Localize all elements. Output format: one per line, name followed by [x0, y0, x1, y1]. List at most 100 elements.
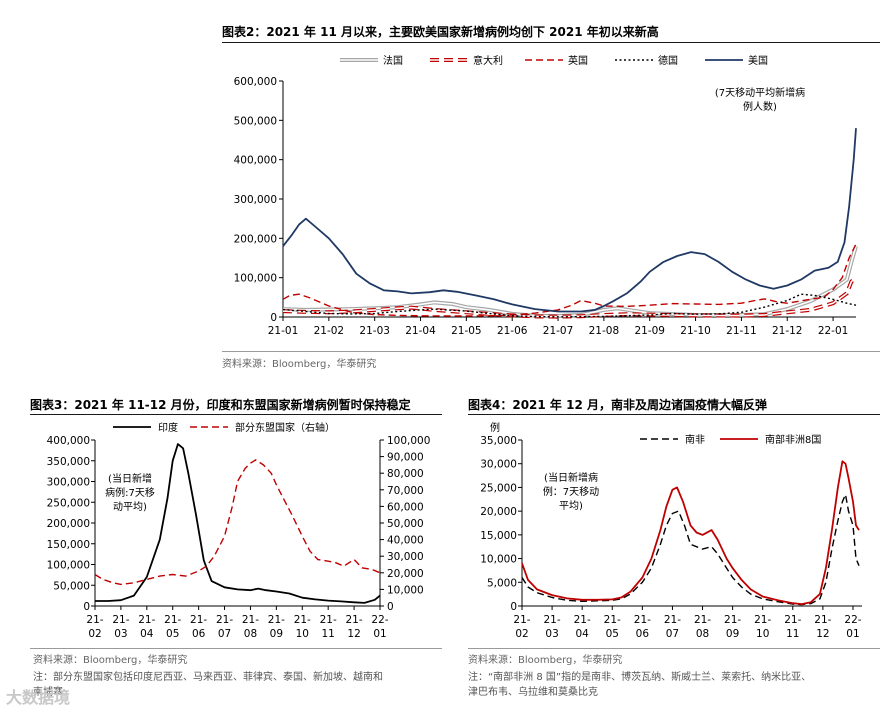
- fig3-left-tick-label: 250,000: [47, 497, 90, 509]
- fig2-series-4: [282, 293, 857, 318]
- fig2-y-tick-label: 500,000: [234, 115, 277, 127]
- fig3-x-tick-label-top: 22-: [371, 614, 388, 626]
- fig3-right-tick-label: 90,000: [387, 452, 424, 464]
- fig4-x-tick-label-top: 22-: [844, 614, 861, 626]
- fig2-x-tick-label: 21-10: [680, 325, 711, 337]
- fig3-x-tick-label-top: 21-: [268, 614, 285, 626]
- fig3-source: 资料来源：Bloomberg，华泰研究: [33, 655, 188, 666]
- fig4-note-cont: 津巴布韦、乌拉维和莫桑比克: [468, 687, 598, 698]
- fig3-x-tick-label-top: 21-: [216, 614, 233, 626]
- fig3-x-tick-label-bottom: 12: [347, 628, 360, 640]
- fig2-legend-label-1: 法国: [383, 54, 403, 67]
- fig4-x-tick-label-bottom: 04: [575, 628, 589, 640]
- fig3-left-tick-label: 50,000: [53, 580, 90, 592]
- fig3-note-cont: 柬埔寨: [33, 687, 63, 698]
- fig4-x-tick-label-bottom: 07: [666, 628, 679, 640]
- fig4-annotation-line: 平均): [559, 500, 583, 512]
- fig2-legend-label-4: 德国: [658, 54, 678, 67]
- fig3-x-tick-label-bottom: 10: [296, 628, 309, 640]
- fig3-top-rule: [30, 414, 442, 415]
- fig2-top-rule: [222, 42, 880, 43]
- fig3-x-tick-label-bottom: 05: [166, 628, 179, 640]
- fig4-x-tick-label-bottom: 12: [816, 628, 829, 640]
- fig2-series-5: [282, 128, 857, 313]
- fig3-x-tick-label-top: 21-: [190, 614, 207, 626]
- fig3-annotation-line: (当日新增: [108, 472, 152, 485]
- fig3-bottom-rule: [30, 648, 442, 649]
- fig3-annotation-line: 病例:7天移: [105, 486, 155, 499]
- fig3-x-tick-label-top: 21-: [112, 614, 129, 626]
- fig3-series-1: [95, 443, 381, 604]
- fig4-y-tick-label: 35,000: [480, 435, 517, 447]
- fig4-x-tick-label-top: 21-: [634, 614, 651, 626]
- fig3-right-tick-label: 60,000: [387, 501, 424, 513]
- fig3-right-tick-label: 50,000: [387, 518, 424, 530]
- fig3-right-tick-label: 70,000: [387, 485, 424, 497]
- fig3-left-tick-label: 400,000: [47, 435, 90, 447]
- fig2-y-tick-label: 600,000: [234, 76, 277, 88]
- fig4-x-tick-label-top: 21-: [814, 614, 831, 626]
- fig3-x-tick-label-top: 21-: [294, 614, 311, 626]
- fig4-x-tick-label-bottom: 08: [696, 628, 709, 640]
- fig2-x-tick-label: 21-09: [634, 325, 665, 337]
- fig4-legend-label-1: 南非: [685, 433, 705, 446]
- fig4-x-tick-label-top: 21-: [544, 614, 561, 626]
- fig4-annotation-line: (当日新增病: [544, 471, 598, 484]
- fig4-x-tick-label-bottom: 02: [515, 628, 528, 640]
- fig2-annotation-line: (7天移动平均新增病: [715, 86, 805, 99]
- fig2-legend-label-2: 意大利: [473, 54, 503, 67]
- fig3-right-tick-label: 40,000: [387, 535, 424, 547]
- fig4-x-tick-label-bottom: 09: [726, 628, 739, 640]
- fig2-y-tick-label: 0: [270, 312, 277, 324]
- fig3-x-tick-label-bottom: 02: [88, 628, 101, 640]
- fig3-x-tick-label-bottom: 06: [192, 628, 206, 640]
- fig2-y-tick-label: 300,000: [234, 194, 277, 206]
- fig3-title: 图表3：2021 年 11-12 月份，印度和东盟国家新增病例暂时保持稳定: [30, 398, 411, 412]
- fig4-y-tick-label: 30,000: [480, 459, 517, 471]
- fig2-x-tick-label: 22-01: [818, 325, 849, 337]
- fig4-y-tick-label: 15,000: [480, 530, 517, 542]
- fig3-right-tick-label: 10,000: [387, 584, 424, 596]
- fig4-x-tick-label-top: 21-: [513, 614, 530, 626]
- fig4-x-tick-label-bottom: 10: [756, 628, 769, 640]
- fig2-x-tick-label: 21-05: [451, 325, 482, 337]
- fig2-x-tick-label: 21-07: [543, 325, 574, 337]
- fig3-x-tick-label-top: 21-: [320, 614, 337, 626]
- fig3-note: 注：部分东盟国家包括印度尼西亚、马来西亚、菲律宾、泰国、新加坡、越南和: [33, 672, 383, 683]
- fig4-y-tick-label: 20,000: [480, 506, 517, 518]
- fig3-legend-label-2: 部分东盟国家（右轴）: [235, 421, 335, 434]
- fig4-x-tick-label-bottom: 03: [545, 628, 558, 640]
- fig4-y-tick-label: 10,000: [480, 554, 517, 566]
- fig2-x-tick-label: 21-08: [589, 325, 620, 337]
- fig2-x-tick-label: 21-06: [497, 325, 528, 337]
- fig3-x-tick-label-top: 21-: [346, 614, 363, 626]
- fig3-right-tick-label: 0: [387, 601, 394, 613]
- fig3-x-tick-label-top: 21-: [164, 614, 181, 626]
- fig4-x-tick-label-top: 21-: [724, 614, 741, 626]
- fig2-annotation-line: 例人数): [743, 100, 777, 113]
- fig3-x-tick-label-bottom: 08: [244, 628, 257, 640]
- fig4-series-1: [521, 493, 860, 606]
- fig2-series-3: [282, 243, 857, 317]
- fig2-x-tick-label: 21-01: [268, 325, 299, 337]
- fig4-title: 图表4：2021 年 12 月，南非及周边诸国疫情大幅反弹: [468, 398, 767, 412]
- fig2-title: 图表2：2021 年 11 月以来，主要欧美国家新增病例均创下 2021 年初以…: [222, 25, 659, 39]
- fig3-x-tick-label-top: 21-: [86, 614, 103, 626]
- fig3-right-tick-label: 100,000: [387, 435, 430, 447]
- fig2-y-tick-label: 100,000: [234, 273, 277, 285]
- fig4-y-tick-label: 5,000: [487, 577, 517, 589]
- watermark: 大数据境: [6, 688, 71, 707]
- fig4-source: 资料来源：Bloomberg，华泰研究: [468, 655, 623, 666]
- fig4-x-tick-label-top: 21-: [784, 614, 801, 626]
- fig2-x-tick-label: 21-11: [726, 325, 757, 337]
- fig4-note: 注：“南部非洲 8 国”指的是南非、博茨瓦纳、斯威士兰、莱索托、纳米比亚、: [468, 672, 812, 683]
- fig3-x-tick-label-top: 21-: [138, 614, 155, 626]
- fig3-left-tick-label: 200,000: [47, 518, 90, 530]
- fig3-x-tick-label-bottom: 01: [373, 628, 386, 640]
- fig4-x-tick-label-bottom: 05: [606, 628, 619, 640]
- fig4-unit-label: 例: [490, 421, 500, 434]
- fig4-x-tick-label-bottom: 01: [846, 628, 859, 640]
- fig3-x-tick-label-bottom: 04: [140, 628, 154, 640]
